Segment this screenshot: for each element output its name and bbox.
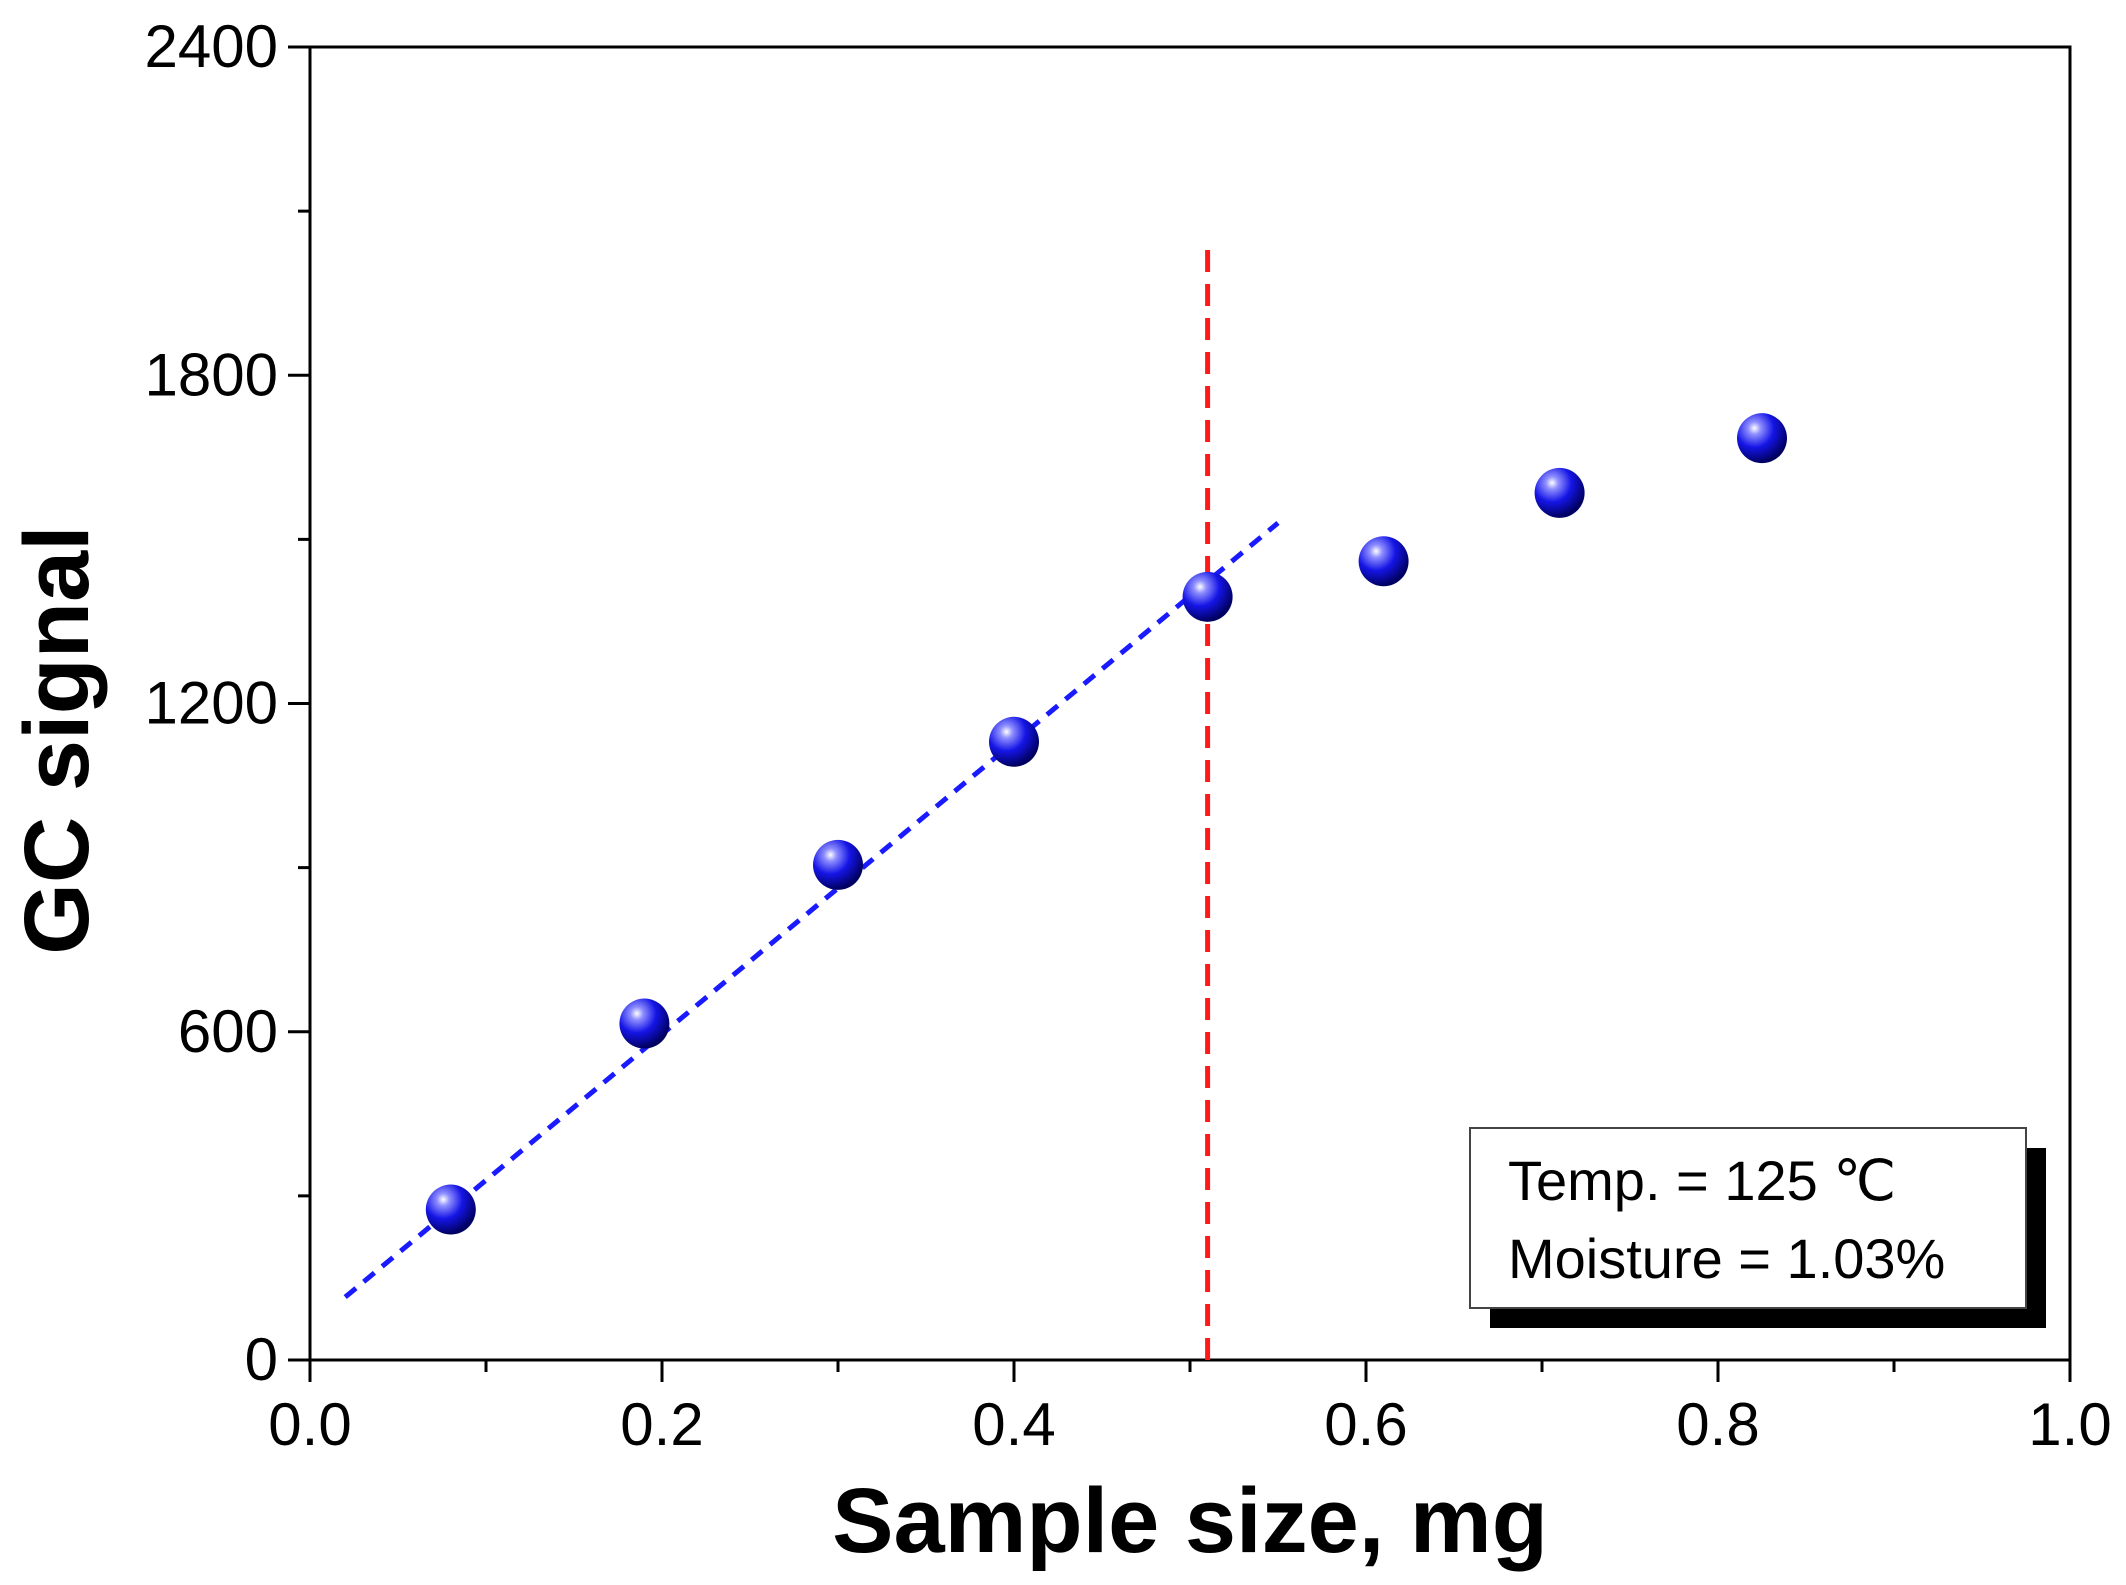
x-tick-label: 0.4 <box>972 1391 1055 1458</box>
x-tick-label: 0.8 <box>1676 1391 1759 1458</box>
data-point <box>1182 571 1233 622</box>
y-tick-labels: 0 600 1200 1800 2400 <box>145 13 278 1393</box>
x-tick-label: 0.0 <box>268 1391 351 1458</box>
data-points <box>425 413 1787 1235</box>
data-point <box>1534 467 1585 518</box>
data-point <box>619 998 670 1049</box>
data-point <box>425 1184 476 1235</box>
y-axis-title: GC signal <box>6 525 108 954</box>
x-tick-label: 0.2 <box>620 1391 703 1458</box>
x-tick-labels: 0.0 0.2 0.4 0.6 0.8 1.0 <box>268 1391 2111 1458</box>
data-point <box>1358 536 1409 587</box>
data-point <box>813 839 863 890</box>
x-axis-title: Sample size, mg <box>832 1470 1548 1572</box>
legend: Temp. = 125 ℃ Moisture = 1.03% <box>1469 1127 2046 1328</box>
x-tick-label: 1.0 <box>2028 1391 2111 1458</box>
legend-line-temp: Temp. = 125 ℃ <box>1508 1149 1896 1212</box>
y-tick-label: 1800 <box>145 341 278 408</box>
x-tick-label: 0.6 <box>1324 1391 1407 1458</box>
y-tick-label: 2400 <box>145 13 278 80</box>
axis-ticks <box>288 45 2072 1382</box>
legend-box <box>1469 1127 2027 1309</box>
y-tick-label: 1200 <box>145 670 278 737</box>
legend-line-moisture: Moisture = 1.03% <box>1508 1227 1945 1290</box>
y-tick-label: 600 <box>178 998 278 1065</box>
data-point <box>1737 413 1787 464</box>
y-tick-label: 0 <box>245 1326 278 1393</box>
fit-line <box>343 521 1280 1300</box>
data-point <box>989 716 1039 767</box>
